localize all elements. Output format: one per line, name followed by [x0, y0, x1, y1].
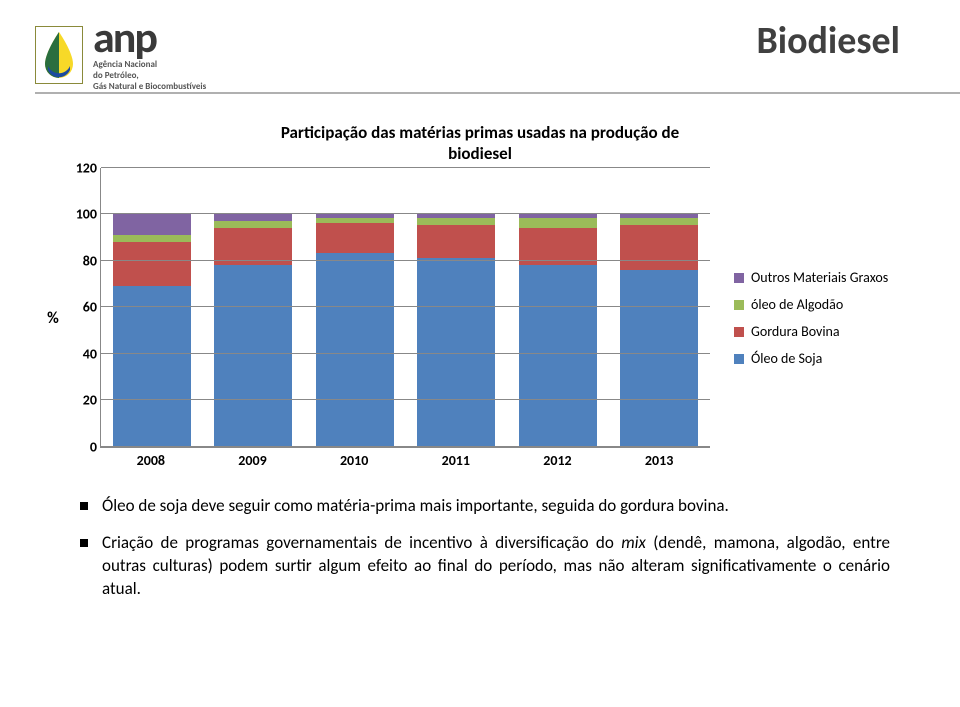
y-tick-label: 20 [67, 392, 97, 409]
italic-word: mix [621, 532, 646, 553]
legend: Outros Materiais Graxos óleo de Algodão Go… [710, 168, 920, 469]
chart-title: Participação das matérias primas usadas … [0, 122, 960, 164]
bar-segment [519, 265, 597, 447]
gridline [101, 213, 710, 214]
legend-item: Óleo de Soja [734, 350, 920, 367]
plot-column: 020406080100120 2008 2009 2010 2011 2012 2013 [100, 168, 710, 469]
bar-segment [620, 225, 698, 269]
bar-segment [113, 214, 191, 235]
page-title: Biodiesel [756, 18, 900, 64]
bars-container [101, 168, 710, 447]
bar-segment [214, 221, 292, 228]
logo-acronym: anp [93, 18, 206, 58]
bar-segment [620, 218, 698, 225]
y-axis-label: % [40, 168, 66, 469]
y-tick-label: 100 [67, 206, 97, 223]
bar [113, 214, 191, 447]
bullet-list: Óleo de soja deve seguir como matéria-pr… [0, 469, 960, 601]
bar [417, 214, 495, 447]
bar-segment [417, 225, 495, 258]
legend-item: Gordura Bovina [734, 323, 920, 340]
y-tick-label: 80 [67, 252, 97, 269]
bar-segment [113, 242, 191, 286]
x-tick-label: 2011 [417, 452, 495, 469]
legend-item: Outros Materiais Graxos [734, 269, 920, 286]
bar-segment [519, 218, 597, 227]
bar [620, 214, 698, 447]
bar-segment [620, 270, 698, 447]
chart: % 020406080100120 2008200920102011201220… [0, 168, 960, 469]
slide-header: anp Agência Nacional do Petróleo, Gás Na… [0, 0, 960, 92]
legend-label: Óleo de Soja [751, 350, 822, 367]
bar-segment [113, 235, 191, 242]
bar-segment [214, 265, 292, 447]
bullet-text: Óleo de soja deve seguir como matéria-pr… [102, 495, 729, 518]
gridline [101, 306, 710, 307]
y-tick-label: 40 [67, 345, 97, 362]
plot-area: 020406080100120 [100, 168, 710, 448]
logo-text: anp Agência Nacional do Petróleo, Gás Na… [93, 18, 206, 92]
chart-title-line1: Participação das matérias primas usadas … [281, 122, 679, 143]
bar-segment [316, 223, 394, 253]
x-tick-label: 2008 [112, 452, 190, 469]
legend-label: Outros Materiais Graxos [751, 269, 888, 286]
x-tick-label: 2012 [518, 452, 596, 469]
logo-sub-1: Agência Nacional [93, 60, 206, 69]
legend-item: óleo de Algodão [734, 296, 920, 313]
y-tick-label: 0 [67, 438, 97, 455]
bar-segment [113, 286, 191, 447]
bar [519, 214, 597, 447]
bullet-icon [80, 502, 88, 510]
legend-swatch [734, 300, 744, 310]
bar-segment [417, 218, 495, 225]
legend-swatch [734, 273, 744, 283]
anp-logo: anp Agência Nacional do Petróleo, Gás Na… [35, 18, 206, 92]
anp-drop-icon [35, 26, 83, 84]
header-underline [35, 92, 960, 94]
logo-sub-3: Gás Natural e Biocombustíveis [93, 82, 206, 91]
legend-label: Gordura Bovina [751, 323, 840, 340]
x-tick-label: 2010 [315, 452, 393, 469]
gridline [101, 353, 710, 354]
gridline [101, 167, 710, 168]
gridline [101, 260, 710, 261]
bar [214, 214, 292, 447]
legend-swatch [734, 354, 744, 364]
gridline [101, 446, 710, 447]
x-axis-labels: 2008 2009 2010 2011 2012 2013 [100, 448, 710, 469]
logo-sub-2: do Petróleo, [93, 71, 206, 80]
x-tick-label: 2013 [620, 452, 698, 469]
legend-swatch [734, 327, 744, 337]
y-tick-label: 60 [67, 299, 97, 316]
bar-segment [316, 253, 394, 447]
bullet-icon [80, 539, 88, 547]
y-tick-label: 120 [67, 159, 97, 176]
legend-label: óleo de Algodão [751, 296, 843, 313]
bar [316, 214, 394, 447]
bullet-text: Criação de programas governamentais de i… [102, 532, 890, 601]
bar-segment [214, 214, 292, 221]
chart-title-line2: biodiesel [448, 143, 512, 164]
bullet-item: Criação de programas governamentais de i… [80, 532, 890, 601]
x-tick-label: 2009 [213, 452, 291, 469]
gridline [101, 399, 710, 400]
bullet-item: Óleo de soja deve seguir como matéria-pr… [80, 495, 890, 518]
